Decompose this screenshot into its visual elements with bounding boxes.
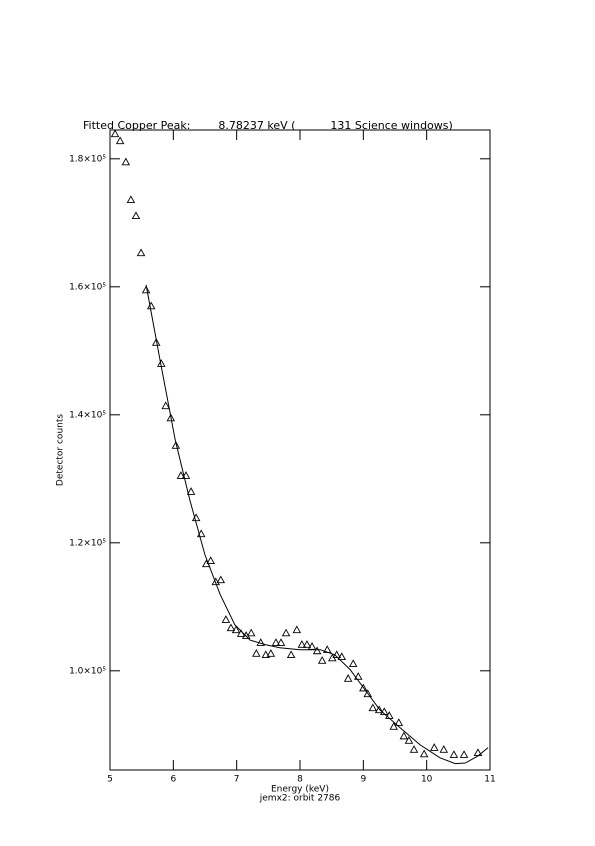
data-point <box>389 722 398 730</box>
data-point <box>348 659 358 668</box>
x-tick-label: 5 <box>107 775 113 785</box>
data-point <box>276 638 286 646</box>
data-point <box>171 441 181 449</box>
data-point <box>141 285 151 294</box>
y-axis-label: Detector counts <box>56 414 66 486</box>
data-point <box>322 645 332 653</box>
data-point <box>186 487 196 495</box>
data-point <box>332 650 341 659</box>
data-point <box>459 750 469 758</box>
data-point <box>374 705 384 714</box>
data-point <box>252 649 261 657</box>
data-point <box>246 628 256 637</box>
data-point <box>146 301 156 310</box>
data-point <box>131 211 141 220</box>
x-tick-label: 6 <box>170 775 176 785</box>
data-point <box>196 529 206 538</box>
data-point <box>161 401 170 410</box>
y-tick-label: 1.8×10⁵ <box>69 154 106 164</box>
data-point <box>226 623 236 632</box>
data-point <box>271 638 281 646</box>
data-point <box>354 672 363 680</box>
data-point <box>317 656 327 664</box>
data-point <box>399 731 409 740</box>
y-tick-label: 1.4×10⁵ <box>69 410 106 420</box>
data-point <box>394 718 404 726</box>
x-tick-label: 7 <box>234 775 240 785</box>
data-point <box>419 749 429 758</box>
data-point <box>261 650 271 659</box>
data-point <box>181 471 191 479</box>
data-point <box>473 748 483 756</box>
data-point <box>216 575 226 584</box>
data-point <box>337 652 347 660</box>
y-tick-label: 1.6×10⁵ <box>69 282 106 292</box>
data-point <box>379 707 389 716</box>
data-point <box>292 625 302 634</box>
data-point <box>256 638 265 646</box>
data-point <box>110 129 120 138</box>
data-point <box>404 736 414 744</box>
x-tick-label: 11 <box>484 775 495 785</box>
data-point <box>307 642 317 650</box>
data-point <box>157 359 166 367</box>
data-point <box>206 556 215 564</box>
data-point <box>136 248 146 257</box>
data-point <box>449 750 459 758</box>
data-point <box>281 628 291 637</box>
data-point <box>266 649 276 657</box>
data-point <box>236 629 246 637</box>
x-tick-label: 8 <box>297 775 303 785</box>
data-point <box>359 683 368 692</box>
data-point <box>121 157 131 166</box>
y-tick-label: 1.0×10⁵ <box>69 666 106 676</box>
data-point <box>312 646 322 655</box>
data-point <box>385 711 394 719</box>
data-point <box>363 689 373 698</box>
y-tick-label: 1.2×10⁵ <box>69 538 106 548</box>
data-point <box>430 743 439 751</box>
data-point <box>126 195 136 204</box>
subtitle: jemx2: orbit 2786 <box>259 794 341 804</box>
data-point <box>231 625 241 634</box>
data-point <box>115 136 125 145</box>
x-axis-label: Energy (keV) <box>271 785 329 795</box>
data-point <box>221 615 231 623</box>
data-point <box>368 703 378 712</box>
data-point <box>439 745 449 753</box>
data-point <box>151 338 161 346</box>
data-point <box>286 650 296 659</box>
x-tick-label: 9 <box>360 775 366 785</box>
data-point <box>409 745 419 753</box>
data-point <box>166 413 176 422</box>
data-point <box>297 640 307 648</box>
data-point <box>343 674 353 682</box>
x-tick-label: 10 <box>421 775 433 785</box>
data-point <box>191 513 201 522</box>
chart-title: Fitted Copper Peak: 8.78237 keV ( 131 Sc… <box>83 119 453 132</box>
data-point <box>176 471 186 479</box>
data-point <box>302 640 312 648</box>
